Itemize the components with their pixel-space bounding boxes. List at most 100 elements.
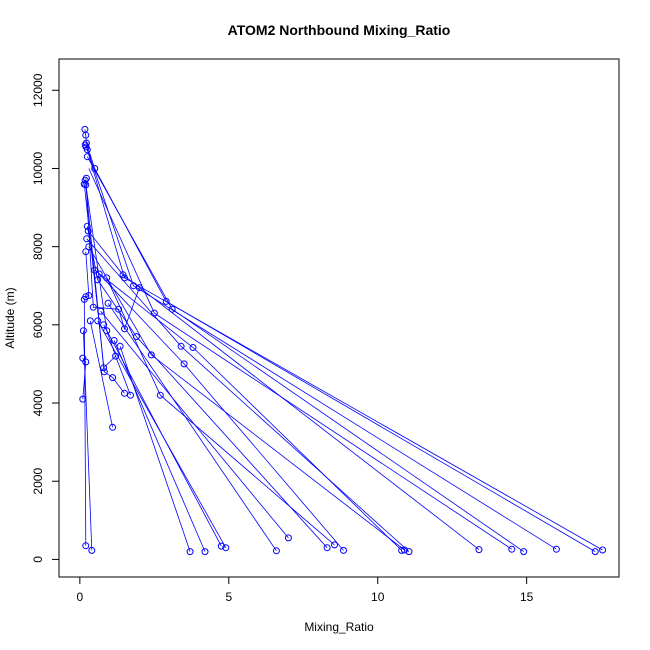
series-line-23 — [83, 184, 125, 394]
data-point-76 — [552, 545, 560, 553]
data-point-28 — [115, 305, 123, 313]
x-axis: 0 5 10 15 — [77, 576, 534, 604]
data-point-74 — [508, 545, 516, 553]
data-point-48 — [100, 364, 108, 372]
series-line-6 — [86, 238, 410, 552]
data-point-29 — [121, 325, 128, 333]
data-point-67 — [323, 544, 331, 552]
y-tick-label-4000: 4000 — [31, 389, 45, 416]
data-point-66 — [284, 534, 292, 542]
data-point-41 — [116, 342, 124, 350]
series-line-20 — [83, 330, 93, 551]
data-point-2 — [82, 139, 90, 147]
y-axis-label: Altitude (m) — [3, 287, 17, 348]
data-point-19 — [94, 276, 102, 284]
series-line-12 — [100, 310, 289, 539]
series-line-17 — [119, 346, 191, 552]
data-point-16 — [82, 248, 90, 256]
series-line-18 — [89, 320, 113, 428]
data-point-32 — [85, 292, 93, 299]
data-point-6 — [83, 153, 91, 161]
data-point-24 — [135, 284, 143, 292]
y-tick-label-10000: 10000 — [31, 151, 45, 185]
data-point-27 — [150, 309, 158, 317]
data-point-62 — [201, 548, 209, 556]
data-point-23 — [130, 282, 137, 290]
data-point-45 — [189, 344, 197, 351]
y-tick-label-2000: 2000 — [31, 468, 45, 495]
data-point-20 — [103, 274, 111, 282]
data-point-11 — [82, 181, 90, 189]
series-line-3 — [86, 156, 524, 552]
data-point-15 — [85, 243, 93, 251]
series-lines — [82, 129, 603, 552]
data-point-50 — [109, 374, 117, 382]
series-line-13 — [107, 303, 277, 552]
data-point-38 — [104, 299, 112, 307]
data-point-72 — [405, 548, 413, 556]
data-point-75 — [520, 548, 528, 556]
data-point-69 — [340, 546, 347, 554]
data-point-7 — [91, 165, 99, 172]
y-axis: 0 2000 4000 6000 8000 10000 12000 — [31, 73, 60, 563]
x-axis-label: Mixing_Ratio — [304, 620, 374, 634]
data-point-65 — [272, 547, 280, 555]
data-point-68 — [331, 541, 338, 549]
series-line-10 — [106, 277, 335, 546]
data-point-42 — [132, 333, 140, 341]
data-point-26 — [168, 305, 176, 313]
series-line-9 — [98, 273, 344, 551]
series-line-8 — [94, 269, 402, 551]
series-line-22 — [84, 180, 131, 396]
data-point-47 — [112, 352, 120, 360]
data-point-25 — [162, 297, 170, 305]
series-line-16 — [113, 340, 206, 552]
data-point-17 — [91, 266, 99, 274]
data-point-53 — [156, 391, 164, 399]
series-line-28 — [84, 129, 87, 144]
data-point-58 — [109, 423, 117, 431]
x-tick-label-15: 15 — [520, 590, 534, 604]
y-tick-label-12000: 12000 — [31, 73, 45, 107]
data-point-46 — [180, 360, 188, 368]
data-point-44 — [177, 342, 185, 350]
data-point-34 — [97, 307, 105, 315]
y-tick-label-6000: 6000 — [31, 311, 45, 338]
data-point-40 — [110, 337, 118, 344]
series-line-4 — [88, 168, 513, 550]
data-point-36 — [94, 317, 102, 325]
y-tick-label-8000: 8000 — [31, 233, 45, 260]
data-point-51 — [121, 389, 128, 397]
x-tick-label-10: 10 — [371, 590, 385, 604]
x-tick-label-5: 5 — [225, 590, 232, 604]
data-point-5 — [83, 146, 91, 154]
data-point-78 — [599, 546, 607, 554]
series-line-21 — [85, 178, 140, 331]
x-tick-label-0: 0 — [77, 590, 84, 604]
data-point-37 — [100, 321, 108, 329]
series-line-11 — [97, 279, 328, 548]
chart-title: ATOM2 Northbound Mixing_Ratio — [228, 22, 451, 38]
data-point-35 — [86, 317, 94, 325]
data-point-12 — [83, 222, 91, 230]
data-point-71 — [401, 546, 408, 554]
series-points — [79, 125, 607, 556]
data-point-52 — [127, 391, 134, 399]
data-point-56 — [82, 358, 90, 366]
data-point-33 — [89, 303, 97, 311]
data-point-49 — [100, 368, 108, 376]
data-point-70 — [398, 546, 406, 554]
data-point-13 — [84, 227, 92, 235]
data-point-64 — [222, 544, 230, 552]
data-point-43 — [147, 351, 155, 359]
data-point-22 — [121, 274, 128, 282]
data-point-57 — [79, 395, 87, 403]
y-tick-label-0: 0 — [31, 556, 45, 563]
series-line-2 — [85, 144, 557, 550]
series-line-5 — [87, 230, 480, 550]
data-point-9 — [81, 176, 89, 184]
data-point-14 — [83, 235, 91, 243]
series-line-25 — [83, 251, 90, 300]
data-point-73 — [475, 546, 483, 554]
